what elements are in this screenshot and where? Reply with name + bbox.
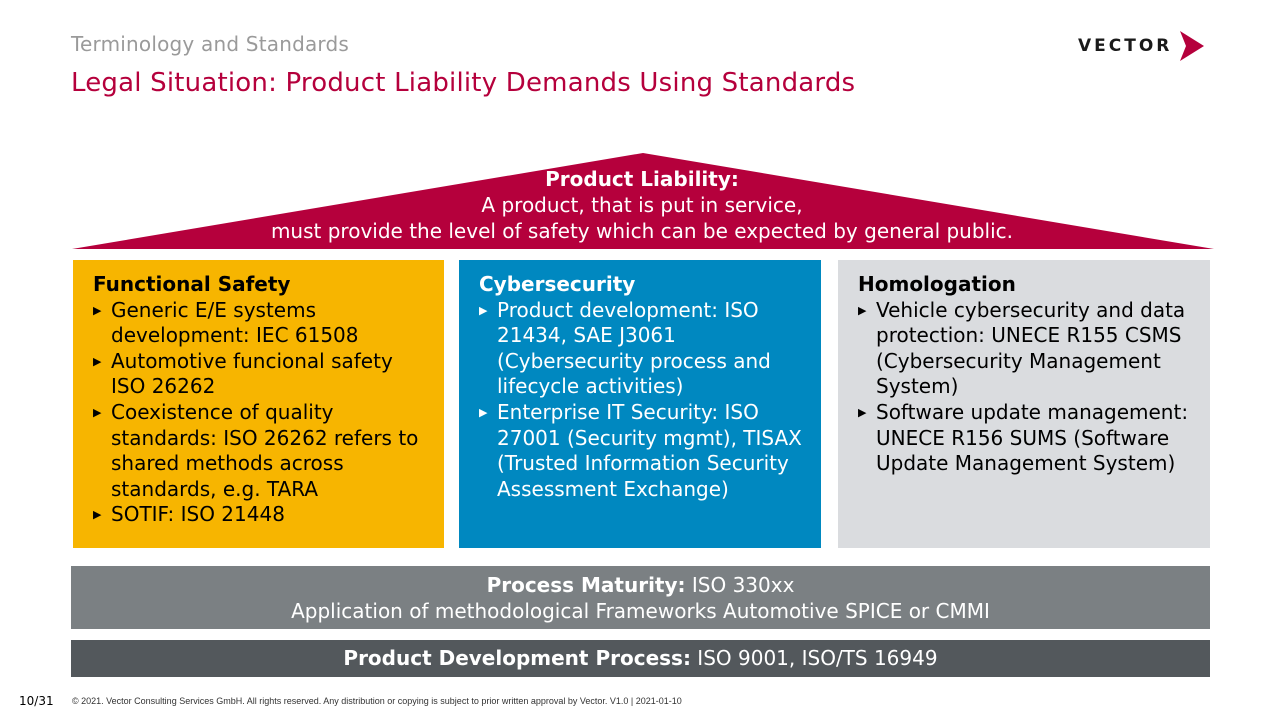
pillar-title: Functional Safety	[93, 272, 291, 296]
pillar-list: ▶ Product development: ISO 21434, SAE J30…	[479, 298, 809, 503]
triangle-bullet-icon: ▶	[858, 303, 867, 317]
list-item: ▶ Coexistence of quality standards: ISO 2…	[93, 399, 419, 501]
triangle-bullet-icon: ▶	[93, 405, 102, 419]
triangle-bullet-icon: ▶	[93, 303, 102, 317]
product-liability-text: Product Liability: A product, that is pu…	[72, 166, 1212, 244]
copyright-footer: © 2021. Vector Consulting Services GmbH.…	[72, 696, 682, 706]
maturity-description: Application of methodological Frameworks…	[291, 599, 990, 623]
page-number: 10/31	[19, 694, 54, 708]
list-item: ▶ Generic E/E systems development: IEC 61…	[93, 297, 359, 348]
process-maturity-bar: Process Maturity: ISO 330xx Application …	[71, 566, 1210, 629]
pillar-cybersecurity: Cybersecurity ▶ Product development: ISO …	[459, 260, 821, 548]
list-item: ▶ Product development: ISO 21434, SAE J30…	[479, 297, 771, 399]
pillar-title: Cybersecurity	[479, 272, 636, 296]
list-item: ▶ Enterprise IT Security: ISO 27001 (Secu…	[479, 399, 802, 501]
pillar-homologation: Homologation ▶ Vehicle cybersecurity and …	[838, 260, 1210, 548]
chevron-right-icon	[1180, 31, 1205, 61]
triangle-bullet-icon: ▶	[93, 354, 102, 368]
roof-line-2: must provide the level of safety which c…	[270, 219, 1014, 243]
pillar-list: ▶ Generic E/E systems development: IEC 61…	[93, 298, 432, 528]
product-development-process-bar: Product Development Process: ISO 9001, I…	[71, 640, 1210, 677]
triangle-bullet-icon: ▶	[479, 303, 488, 317]
roof-heading: Product Liability:	[545, 167, 739, 191]
maturity-value: ISO 330xx	[691, 573, 795, 597]
triangle-bullet-icon: ▶	[858, 405, 867, 419]
list-item: ▶ Automotive funcional safety ISO 26262	[93, 348, 393, 399]
list-item: ▶ Software update management: UNECE R156 …	[858, 399, 1189, 476]
list-item: ▶ Vehicle cybersecurity and data protecti…	[858, 297, 1186, 399]
maturity-label: Process Maturity:	[486, 573, 686, 597]
pillar-functional-safety: Functional Safety ▶ Generic E/E systems d…	[73, 260, 444, 548]
pillar-list: ▶ Vehicle cybersecurity and data protecti…	[858, 298, 1198, 477]
triangle-bullet-icon: ▶	[93, 508, 102, 522]
pillar-title: Homologation	[858, 272, 1016, 296]
list-item: ▶ SOTIF: ISO 21448	[93, 502, 285, 527]
process-value: ISO 9001, ISO/TS 16949	[697, 646, 938, 670]
roof-line-1: A product, that is put in service,	[481, 193, 803, 217]
process-label: Product Development Process:	[343, 646, 691, 670]
page-title: Legal Situation: Product Liability Deman…	[71, 68, 856, 98]
logo-text: VECTOR	[1078, 36, 1173, 56]
breadcrumb: Terminology and Standards	[71, 32, 350, 56]
product-liability-roof	[72, 153, 1214, 249]
vector-logo: VECTOR	[1078, 30, 1213, 62]
triangle-bullet-icon: ▶	[479, 405, 488, 419]
